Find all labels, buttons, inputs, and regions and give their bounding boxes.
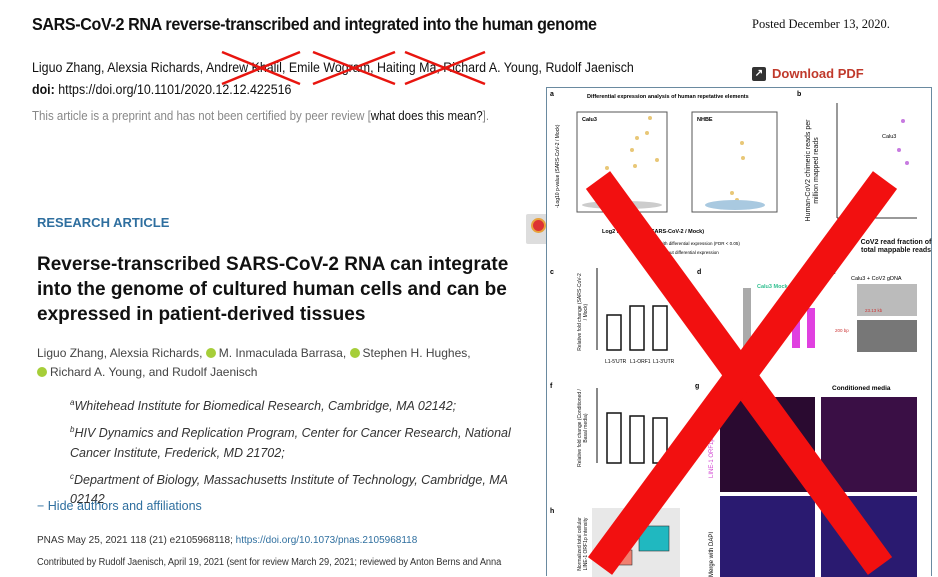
affiliation: aWhitehead Institute for Biomedical Rese… xyxy=(70,393,540,416)
nhbe-plot xyxy=(691,111,778,213)
panel-label: d xyxy=(697,269,701,276)
separator: , xyxy=(281,60,289,75)
doi-label: doi: xyxy=(32,82,55,97)
panel-a-xlabel: Log2 fold change (SARS-CoV-2 / Mock) xyxy=(602,229,704,235)
volcano-points xyxy=(605,116,745,206)
author-crossed[interactable]: Emile Wogram xyxy=(288,60,371,75)
aff-text: HIV Dynamics and Replication Program, Ce… xyxy=(70,426,511,461)
panel-b-label: Calu3 xyxy=(882,134,896,140)
panel-label: a xyxy=(550,91,554,98)
affiliation: bHIV Dynamics and Replication Program, C… xyxy=(70,420,540,463)
author-strike-marks xyxy=(221,50,486,86)
download-pdf-label: Download PDF xyxy=(772,66,864,81)
panel-label: e xyxy=(832,269,836,276)
doi-line: doi: https://doi.org/10.1101/2020.12.12.… xyxy=(32,82,291,97)
panel-c-cat: L1-5'UTR xyxy=(605,359,627,365)
panel-h-ylabel: Normalized total cellular LINE-1 ORF1p i… xyxy=(577,517,589,571)
panel-d-legend: Calu3 Mock xyxy=(757,284,789,290)
aff-text: Whitehead Institute for Biomedical Resea… xyxy=(74,399,457,414)
citation-doi-link[interactable]: https://doi.org/10.1073/pnas.2105968118 xyxy=(235,535,418,546)
aff-sup: a xyxy=(70,398,75,407)
preprint-authors: Liguo Zhang, Alexsia Richards, Andrew Kh… xyxy=(32,60,634,75)
panel-c-ylabel: Relative fold change (SARS-CoV-2 / Mock) xyxy=(577,273,589,351)
calu3-plot xyxy=(576,111,668,213)
note-text: This article is a preprint and has not b… xyxy=(32,109,371,123)
panel-e-title: Calu3 + CoV2 gDNA xyxy=(851,276,902,282)
download-pdf-link[interactable]: ↗ Download PDF xyxy=(752,66,864,81)
micrograph xyxy=(720,397,815,492)
panel-e-size: 23.13 kb xyxy=(865,308,883,313)
panel-a-ylabel: -Log10 p-value (SARS-CoV-2 / Mock) xyxy=(555,124,561,208)
what-does-this-mean-link[interactable]: what does this mean? xyxy=(370,109,483,123)
strike-mark xyxy=(312,50,396,86)
orcid-icon[interactable] xyxy=(37,367,47,377)
note-end: ]. xyxy=(482,109,490,123)
author-crossed[interactable]: Haiting Ma xyxy=(376,60,437,75)
author[interactable]: Liguo Zhang, xyxy=(32,60,108,75)
aff-sup: b xyxy=(70,425,75,434)
affiliation: cDepartment of Biology, Massachusetts In… xyxy=(70,467,540,509)
doi-link[interactable]: https://doi.org/10.1101/2020.12.12.42251… xyxy=(58,82,292,97)
micrograph xyxy=(821,496,917,577)
panel-a-legend: LINE-1s without differential expression xyxy=(642,250,719,255)
panel-label: f xyxy=(550,383,553,390)
orcid-icon[interactable] xyxy=(349,348,360,358)
author[interactable]: Stephen H. Hughes, xyxy=(362,346,471,360)
strike-mark xyxy=(221,50,301,86)
article-authors: Liguo Zhang, Alexsia Richards, M. Inmacu… xyxy=(37,344,507,382)
author-crossed[interactable]: Andrew Khalil xyxy=(205,60,282,75)
panel-g-row: Merge with DAPI xyxy=(709,532,715,577)
author[interactable]: , Richard A. Young, Rudolf Jaenisch xyxy=(436,60,634,75)
aff-text: Department of Biology, Massachusetts Ins… xyxy=(70,473,508,507)
author[interactable]: M. Inmaculada Barrasa, xyxy=(218,346,350,360)
calu3-label: Calu3 xyxy=(582,117,597,123)
panel-label: c xyxy=(550,269,554,276)
panel-label: h xyxy=(550,508,554,515)
panel-b-xlabel: CoV2 read fraction of total mappable rea… xyxy=(860,239,932,254)
panel-g-row: LINE-1 ORF1p xyxy=(709,438,715,478)
panel-g-col: Conditioned media xyxy=(832,385,891,392)
article-type: RESEARCH ARTICLE xyxy=(37,215,170,230)
contributed-line: Contributed by Rudolf Jaenisch, April 19… xyxy=(37,557,502,568)
panel-label: b xyxy=(797,91,801,98)
preprint-note: This article is a preprint and has not b… xyxy=(32,109,489,123)
author[interactable]: Richard A. Young, and Rudolf Jaenisch xyxy=(50,365,258,379)
panel-c-cat: L1-3'UTR xyxy=(653,359,675,365)
posted-date: Posted December 13, 2020. xyxy=(752,17,890,31)
panel-label: g xyxy=(695,383,699,390)
panel-a-title: Differential expression analysis of huma… xyxy=(587,94,749,100)
figure-panel: a b c d e f g h Differential expression … xyxy=(546,87,932,577)
nhbe-label: NHBE xyxy=(697,117,713,123)
citation-text: PNAS May 25, 2021 118 (21) e2105968118; xyxy=(37,535,236,546)
panel-g-col: Basal media xyxy=(727,385,765,392)
panel-e-bp: 200 bp xyxy=(835,328,849,333)
author[interactable]: Liguo Zhang, Alexsia Richards, xyxy=(37,346,206,360)
micrograph xyxy=(720,496,815,577)
external-link-icon: ↗ xyxy=(752,66,766,81)
panel-f-ylabel: Relative fold change (Conditioned / Basa… xyxy=(577,389,589,467)
author[interactable]: Alexsia Richards, xyxy=(107,60,206,75)
article-title: Reverse-transcribed SARS-CoV-2 RNA can i… xyxy=(37,254,509,325)
aff-sup: c xyxy=(70,472,74,481)
orcid-icon[interactable] xyxy=(205,348,216,358)
panel-b-ylabel: Human-CoV2 chimeric reads per million ma… xyxy=(805,119,820,222)
panel-c-bars xyxy=(606,305,668,351)
check-for-updates-icon[interactable] xyxy=(526,214,548,244)
hide-authors-link[interactable]: − Hide authors and affiliations xyxy=(37,499,202,513)
strike-mark xyxy=(404,50,486,86)
figure-graphic: a b c d e f g h Differential expression … xyxy=(550,91,917,577)
separator: , xyxy=(370,60,377,75)
preprint-title: SARS-CoV-2 RNA reverse-transcribed and i… xyxy=(32,14,597,34)
panel-c-cat: L1-ORF1 xyxy=(630,359,651,365)
panel-a-legend: LINE-1s with differential expression (FD… xyxy=(642,241,740,246)
micrograph xyxy=(821,397,917,492)
citation: PNAS May 25, 2021 118 (21) e2105968118; … xyxy=(37,535,417,546)
